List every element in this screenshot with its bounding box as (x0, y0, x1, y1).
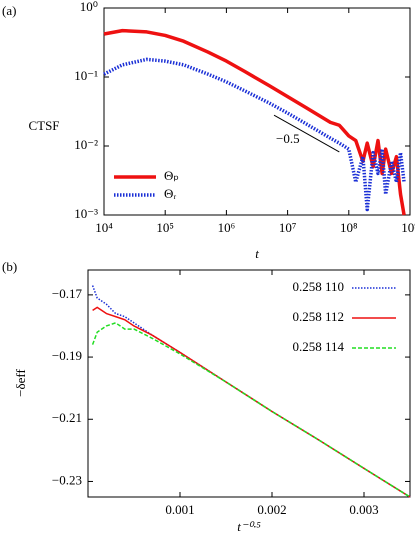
panel-label: (a) (2, 3, 16, 18)
y-tick-label: −0.23 (52, 472, 82, 487)
x-tick-label: 0.001 (165, 502, 194, 517)
data-line (103, 57, 406, 212)
y-tick-label: 10⁻¹ (74, 68, 98, 83)
legend-label: 0.258 114 (292, 339, 344, 354)
x-tick-label: 10⁴ (95, 220, 113, 235)
plot-frame (87, 269, 411, 498)
plot-frame (103, 7, 411, 216)
x-tick-label: 10⁷ (279, 220, 297, 235)
y-axis-title: CTSF (28, 118, 59, 133)
x-tick-label: 0.003 (349, 502, 378, 517)
y-tick-label: 10⁻³ (74, 206, 98, 221)
x-tick-label: 0.002 (257, 502, 286, 517)
y-tick-label: 10⁻² (74, 137, 98, 152)
slope-label: −0.5 (276, 131, 300, 146)
y-tick-label: −0.17 (52, 286, 83, 301)
x-axis-title: t⁻⁰·⁵ (237, 519, 261, 534)
legend-label: Θᵣ (164, 186, 176, 201)
data-line (91, 322, 411, 498)
x-tick-label: 10⁵ (156, 220, 174, 235)
legend-label: 0.258 112 (292, 309, 344, 324)
slope-guide (273, 114, 340, 153)
x-tick-label: 10⁶ (218, 220, 236, 235)
x-tick-label: 10⁸ (340, 220, 358, 235)
y-axis-title: −δeff (13, 369, 28, 397)
y-tick-label: −0.21 (52, 410, 82, 425)
panel-label: (b) (2, 259, 17, 274)
legend-label: 0.258 110 (292, 279, 344, 294)
x-axis-title: t (255, 246, 259, 261)
y-tick-label: −0.19 (52, 348, 82, 363)
data-line (92, 306, 411, 498)
data-line (103, 28, 406, 216)
legend-label: Θₚ (164, 168, 179, 183)
x-tick-label: 10⁹ (401, 220, 415, 235)
y-tick-label: 10⁰ (80, 0, 98, 14)
